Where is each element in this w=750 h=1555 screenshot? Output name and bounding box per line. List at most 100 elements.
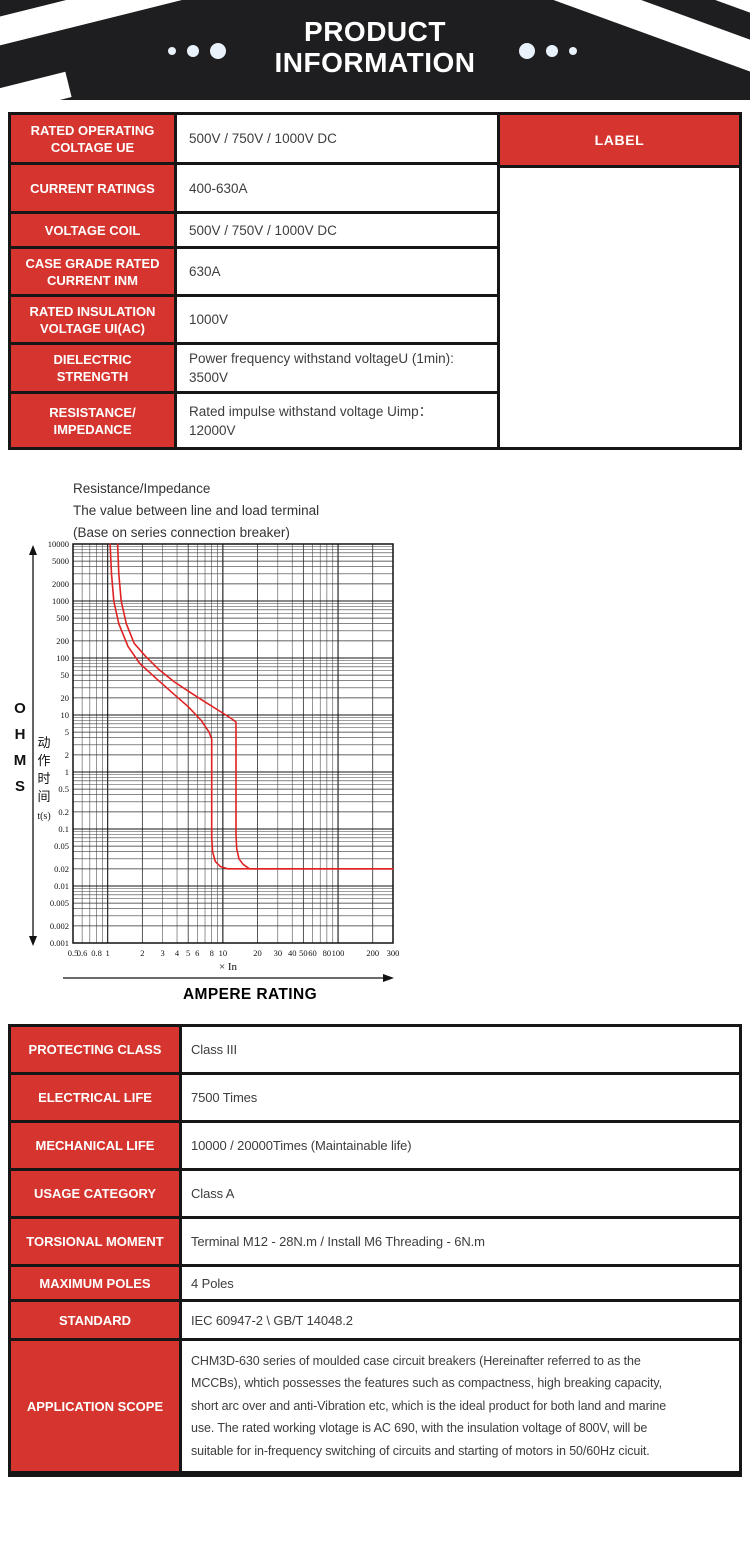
- svg-text:0.01: 0.01: [54, 881, 69, 891]
- svg-text:4: 4: [175, 948, 180, 958]
- x-axis-unit-label: × In: [219, 961, 238, 973]
- header-banner: PRODUCT INFORMATION: [0, 0, 750, 100]
- spec-table-bottom: PROTECTING CLASS Class III ELECTRICAL LIFE…: [8, 1024, 742, 1477]
- trip-curve-chart: Resistance/Impedance The value between l…: [0, 470, 460, 1020]
- chart-frame: [72, 543, 394, 944]
- spec-row: MAXIMUM POLES 4 Poles: [11, 1267, 739, 1302]
- svg-text:300: 300: [387, 948, 400, 958]
- spec-row-value: 500V / 750V / 1000V DC: [177, 214, 497, 246]
- svg-text:500: 500: [56, 613, 69, 623]
- svg-text:0.001: 0.001: [50, 938, 69, 948]
- spec-row-label: RATED OPERATING COLTAGE UE: [11, 115, 177, 162]
- svg-text:作: 作: [37, 753, 50, 768]
- x-axis-arrow: [63, 974, 394, 982]
- spec-row: CURRENT RATINGS 400-630A: [11, 165, 497, 214]
- svg-text:1: 1: [106, 948, 110, 958]
- label-column-header: LABEL: [500, 115, 739, 168]
- svg-text:100: 100: [56, 653, 69, 663]
- spec-row-label: PROTECTING CLASS: [11, 1027, 182, 1072]
- svg-text:10000: 10000: [48, 539, 69, 549]
- spec-row-label: RATED INSULATION VOLTAGE UI(AC): [11, 297, 177, 342]
- spec-row: USAGE CATEGORY Class A: [11, 1171, 739, 1219]
- svg-text:8: 8: [210, 948, 214, 958]
- x-axis-title: AMPERE RATING: [182, 986, 318, 1003]
- spec-row: VOLTAGE COIL 500V / 750V / 1000V DC: [11, 214, 497, 249]
- label-column: LABEL: [500, 115, 739, 447]
- svg-text:t(s): t(s): [37, 811, 50, 822]
- svg-text:100: 100: [332, 948, 345, 958]
- chart-grid: [72, 544, 394, 944]
- svg-text:5000: 5000: [52, 556, 69, 566]
- svg-text:2: 2: [140, 948, 144, 958]
- spec-row-value: Terminal M12 - 28N.m / Install M6 Thread…: [182, 1219, 739, 1264]
- svg-text:5: 5: [65, 727, 69, 737]
- svg-text:10: 10: [219, 948, 228, 958]
- spec-row: MECHANICAL LIFE 10000 / 20000Times (Maint…: [11, 1123, 739, 1171]
- svg-text:O: O: [14, 700, 26, 717]
- chart-caption: Resistance/Impedance The value between l…: [73, 478, 319, 544]
- y-axis-tick-labels: 10000 5000 2000 1000 500 200 100 50 20 10 5 2 1 0.5 0.…: [48, 539, 69, 948]
- dot-icon: [168, 47, 176, 55]
- dot-icon: [569, 47, 577, 55]
- spec-table-top-rows: RATED OPERATING COLTAGE UE 500V / 750V / …: [11, 115, 500, 447]
- svg-text:40: 40: [288, 948, 297, 958]
- spec-row-value: Class A: [182, 1171, 739, 1216]
- svg-text:M: M: [14, 752, 27, 769]
- spec-row-label: TORSIONAL MOMENT: [11, 1219, 182, 1264]
- trip-curve-max: [116, 543, 394, 870]
- svg-text:200: 200: [366, 948, 379, 958]
- spec-row: ELECTRICAL LIFE 7500 Times: [11, 1075, 739, 1123]
- spec-row-value: CHM3D-630 series of moulded case circuit…: [182, 1341, 739, 1471]
- spec-row: TORSIONAL MOMENT Terminal M12 - 28N.m / I…: [11, 1219, 739, 1267]
- svg-text:S: S: [15, 778, 25, 795]
- trip-curve-plot: 0.50.6 0.8 1 2 3 4 5 6 8 10 20 30 40 50 60 80 100 200 3001…: [14, 539, 400, 982]
- svg-text:200: 200: [56, 636, 69, 646]
- y-axis-arrow: [29, 545, 37, 946]
- svg-text:0.5: 0.5: [58, 784, 69, 794]
- svg-text:0.1: 0.1: [58, 824, 69, 834]
- dot-icon: [187, 45, 199, 57]
- svg-text:0.6: 0.6: [77, 948, 88, 958]
- svg-text:20: 20: [253, 948, 262, 958]
- spec-row-label: MAXIMUM POLES: [11, 1267, 182, 1299]
- label-column-body: [500, 168, 739, 447]
- svg-text:1000: 1000: [52, 596, 69, 606]
- dot-icon: [210, 43, 226, 59]
- dot-icon: [546, 45, 558, 57]
- spec-table-top: RATED OPERATING COLTAGE UE 500V / 750V / …: [8, 112, 742, 450]
- svg-text:80: 80: [323, 948, 332, 958]
- spec-row: RESISTANCE/ IMPEDANCE Rated impulse withs…: [11, 394, 497, 447]
- dot-icon: [519, 43, 535, 59]
- svg-text:5: 5: [186, 948, 190, 958]
- svg-text:间: 间: [37, 789, 50, 804]
- spec-row: RATED INSULATION VOLTAGE UI(AC) 1000V: [11, 297, 497, 345]
- svg-text:6: 6: [195, 948, 199, 958]
- spec-row-label: RESISTANCE/ IMPEDANCE: [11, 394, 177, 447]
- spec-row-label: CURRENT RATINGS: [11, 165, 177, 211]
- spec-row-value: 630A: [177, 249, 497, 294]
- chart-caption-line1: Resistance/Impedance: [73, 481, 211, 496]
- svg-text:2: 2: [65, 750, 69, 760]
- spec-row-label: DIELECTRIC STRENGTH: [11, 345, 177, 391]
- spec-row-label: USAGE CATEGORY: [11, 1171, 182, 1216]
- decor-dots-left: [168, 43, 226, 59]
- spec-row-value: 7500 Times: [182, 1075, 739, 1120]
- spec-row-value: Rated impulse withstand voltage Uimp： 12…: [177, 394, 497, 447]
- chart-caption-line3: (Base on series connection breaker): [73, 525, 290, 540]
- spec-row-value: IEC 60947-2 \ GB/T 14048.2: [182, 1302, 739, 1338]
- svg-text:0.002: 0.002: [50, 921, 69, 931]
- spec-row-label: STANDARD: [11, 1302, 182, 1338]
- chart-caption-line2: The value between line and load terminal: [73, 503, 320, 518]
- svg-text:动: 动: [37, 735, 50, 750]
- spec-row-value: Power frequency withstand voltageU (1min…: [177, 345, 497, 391]
- spec-row-label: VOLTAGE COIL: [11, 214, 177, 246]
- svg-text:1: 1: [65, 767, 69, 777]
- spec-row: CASE GRADE RATED CURRENT INM 630A: [11, 249, 497, 297]
- spec-row-value: 400-630A: [177, 165, 497, 211]
- spec-row-value: 500V / 750V / 1000V DC: [177, 115, 497, 162]
- svg-text:2000: 2000: [52, 579, 69, 589]
- x-axis-tick-labels: 0.50.6 0.8 1 2 3 4 5 6 8 10 20 30 40 50 60 80 100 200 300: [68, 948, 400, 958]
